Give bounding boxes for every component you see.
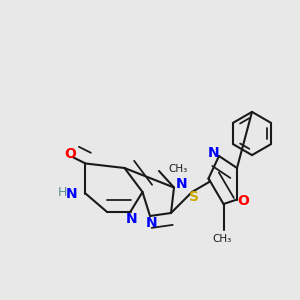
Text: N: N (146, 216, 157, 230)
Text: N: N (208, 146, 219, 160)
Text: H: H (58, 185, 67, 199)
Text: N: N (66, 187, 78, 200)
Text: CH₃: CH₃ (212, 234, 232, 244)
Text: S: S (188, 190, 199, 204)
Text: O: O (64, 148, 76, 161)
Text: CH₃: CH₃ (168, 164, 187, 175)
Text: O: O (238, 194, 250, 208)
Text: N: N (176, 178, 187, 191)
Text: N: N (126, 212, 138, 226)
